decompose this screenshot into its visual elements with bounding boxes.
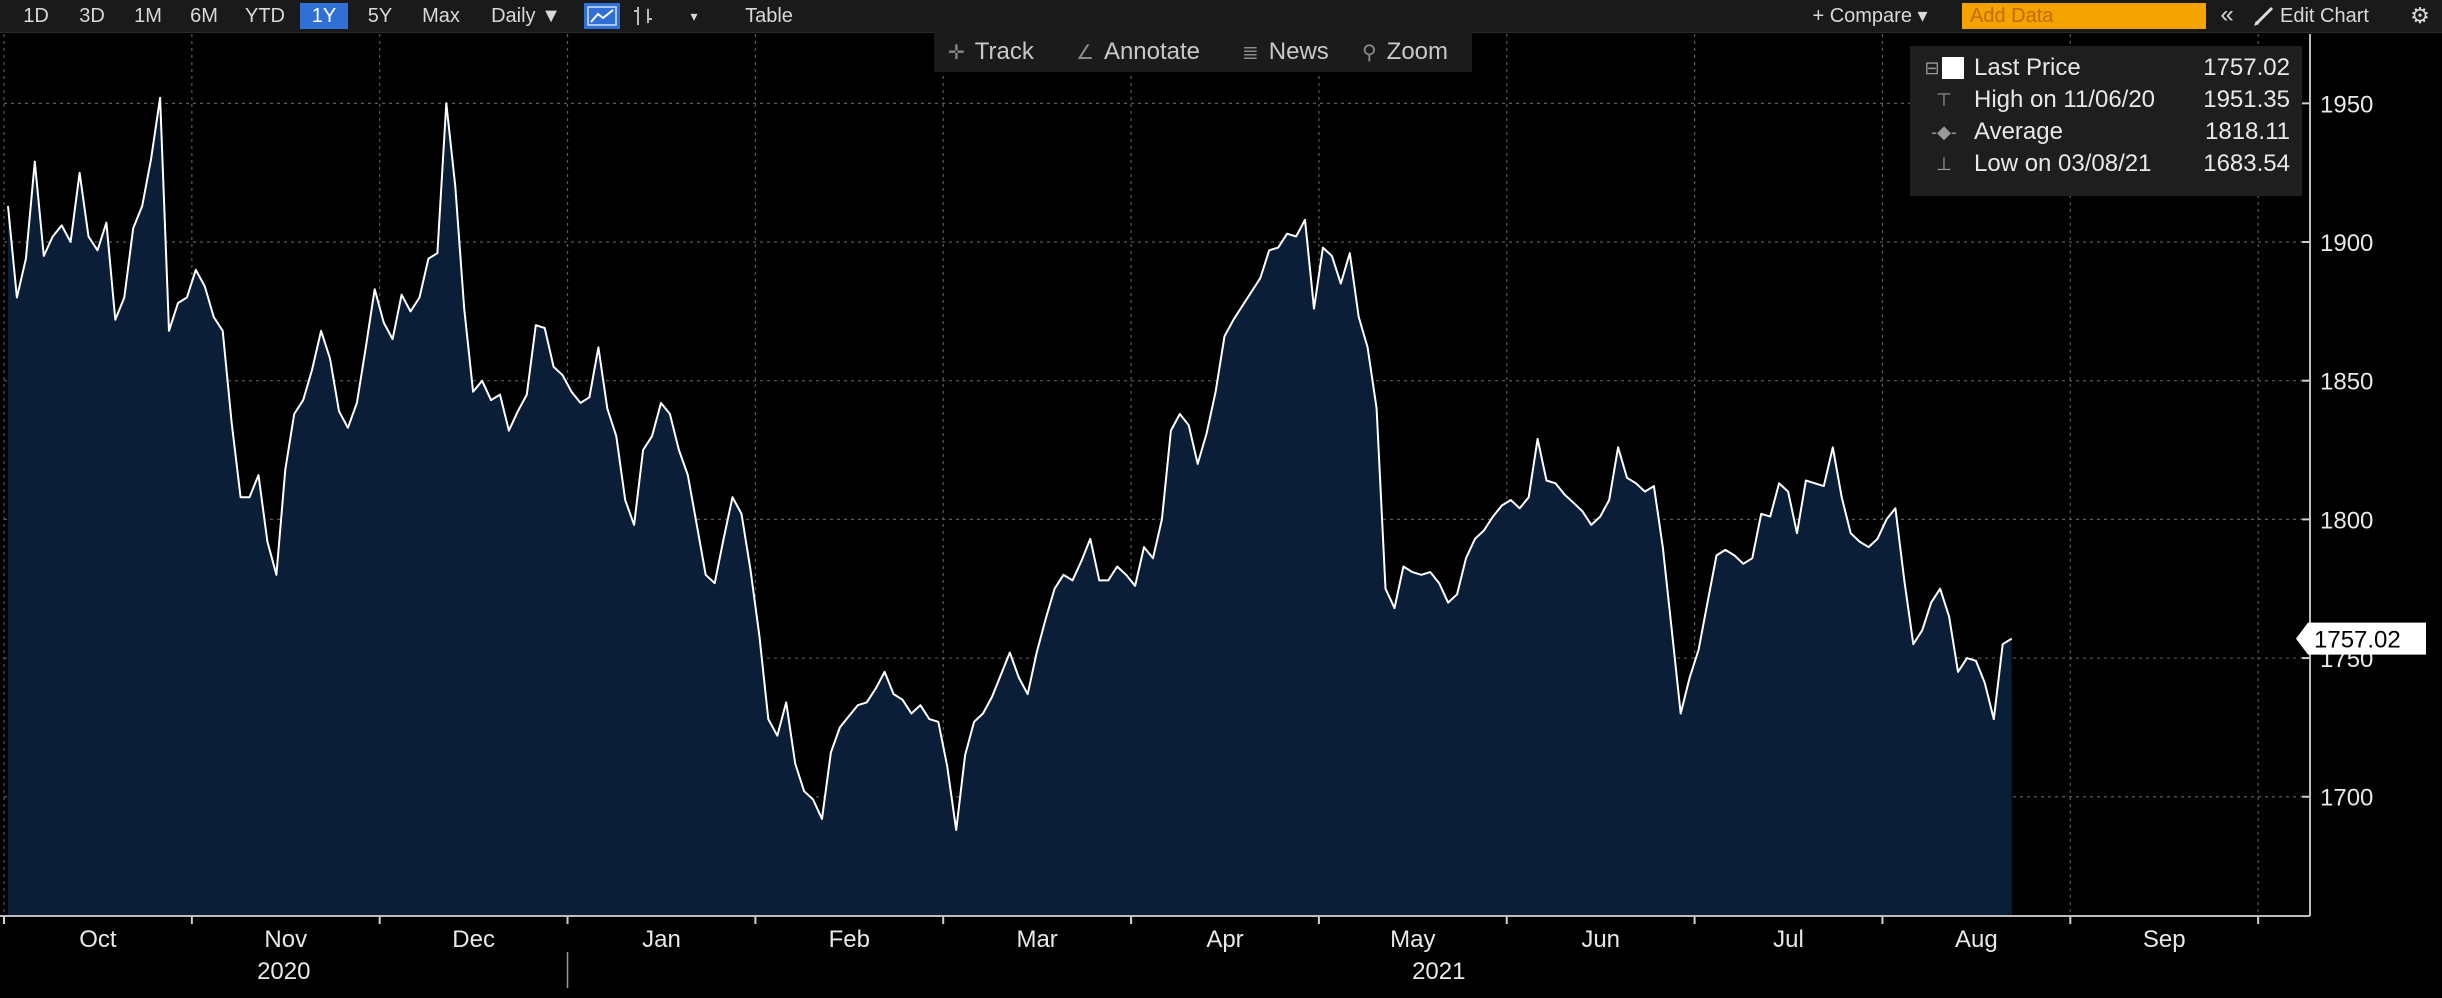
pen-icon: ∠	[1076, 42, 1094, 64]
gear-icon[interactable]: ⚙	[2410, 3, 2430, 28]
legend-panel: ⊟ Last Price 1757.02 ⊤ High on 11/06/20 …	[1910, 46, 2302, 196]
x-tick-label: Nov	[264, 926, 307, 953]
track-button[interactable]: ✛ Track	[948, 32, 1034, 72]
range-1m-button[interactable]: 1M	[134, 5, 162, 27]
legend-row-average: -◆- Average 1818.11	[1910, 116, 2302, 148]
line-chart-icon[interactable]	[584, 3, 620, 29]
range-ytd-button[interactable]: YTD	[245, 5, 285, 27]
x-tick-label: Apr	[1206, 926, 1243, 953]
x-tick-label: Dec	[452, 926, 495, 953]
range-6m-button[interactable]: 6M	[190, 5, 218, 27]
x-tick-label: Jan	[642, 926, 681, 953]
legend-value: 1683.54	[2203, 150, 2290, 177]
legend-label: High on 11/06/20	[1974, 86, 2156, 113]
y-tick-label: 1900	[2320, 230, 2373, 257]
year-label: 2020	[257, 958, 310, 985]
x-tick-label: Mar	[1016, 926, 1057, 953]
legend-label: Low on 03/08/21	[1974, 150, 2152, 177]
news-button[interactable]: ≣ News	[1242, 32, 1329, 72]
range-5y-button[interactable]: 5Y	[367, 5, 393, 27]
range-3d-button[interactable]: 3D	[79, 5, 105, 27]
news-label: News	[1268, 38, 1329, 65]
legend-row-last-price[interactable]: ⊟ Last Price 1757.02	[1910, 52, 2302, 84]
average-marker-icon: -◆-	[1931, 122, 1957, 142]
zoom-label: Zoom	[1386, 38, 1449, 65]
x-tick-label: Feb	[829, 926, 870, 953]
last-price-label: 1757.02	[2314, 627, 2401, 654]
series-line-last-price	[7, 96, 2013, 831]
x-tick-label: Aug	[1955, 926, 1998, 953]
annotate-button[interactable]: ∠ Annotate	[1076, 32, 1200, 72]
annotate-label: Annotate	[1103, 38, 1201, 65]
collapse-box-icon[interactable]: ⊟	[1924, 58, 1940, 78]
y-tick-label: 1950	[2320, 91, 2373, 118]
legend-value: 1951.35	[2203, 86, 2290, 113]
chart-type-dropdown-icon[interactable]: ▾	[690, 8, 698, 24]
legend-row-high: ⊤ High on 11/06/20 1951.35	[1910, 84, 2302, 116]
legend-label: Last Price	[1974, 54, 2081, 81]
y-tick-label: 1850	[2320, 369, 2373, 396]
track-label: Track	[974, 38, 1034, 65]
legend-value: 1818.11	[2205, 118, 2290, 145]
x-tick-label: Jul	[1773, 926, 1804, 953]
news-icon: ≣	[1242, 42, 1259, 64]
zoom-button[interactable]: ⚲ Zoom	[1362, 32, 1448, 72]
legend-row-low: ⊥ Low on 03/08/21 1683.54	[1910, 148, 2302, 180]
series-color-swatch	[1942, 57, 1964, 79]
y-tick-label: 1800	[2320, 507, 2373, 534]
toolbar: 1D 3D 1M 6M YTD 1Y 5Y Max Daily ▼ ▾ Tabl…	[0, 0, 2442, 33]
magnifier-icon: ⚲	[1362, 42, 1377, 64]
x-tick-label: Jun	[1581, 926, 1620, 953]
crosshair-icon: ✛	[948, 42, 965, 64]
x-tick-label: Sep	[2143, 926, 2186, 953]
series-layer	[7, 96, 2013, 917]
last-price-tag	[2296, 622, 2426, 655]
x-tick-label: May	[1390, 926, 1435, 953]
series-area-fill	[8, 97, 2012, 917]
table-button[interactable]: Table	[745, 5, 793, 27]
range-max-button[interactable]: Max	[422, 5, 460, 27]
y-tick-label: 1700	[2320, 785, 2373, 812]
high-marker-icon: ⊤	[1936, 90, 1952, 110]
pencil-icon	[2248, 3, 2280, 29]
collapse-icon[interactable]: «	[2220, 1, 2234, 28]
compare-button[interactable]: + Compare ▾	[1812, 5, 1928, 27]
legend-label: Average	[1974, 118, 2063, 145]
x-tick-label: Oct	[79, 926, 117, 953]
edit-chart-button[interactable]: Edit Chart	[2280, 5, 2369, 27]
low-marker-icon: ⊥	[1936, 154, 1952, 174]
year-label: 2021	[1412, 958, 1465, 985]
add-data-input[interactable]: Add Data	[1962, 3, 2206, 29]
range-1y-button[interactable]: 1Y	[300, 3, 348, 29]
chart-tools-bar: ✛ Track ∠ Annotate ≣ News ⚲ Zoom	[934, 32, 1472, 72]
legend-value: 1757.02	[2203, 54, 2290, 81]
bar-chart-type-icon[interactable]	[626, 3, 660, 29]
range-1d-button[interactable]: 1D	[23, 5, 49, 27]
frequency-dropdown[interactable]: Daily ▼	[491, 5, 561, 27]
